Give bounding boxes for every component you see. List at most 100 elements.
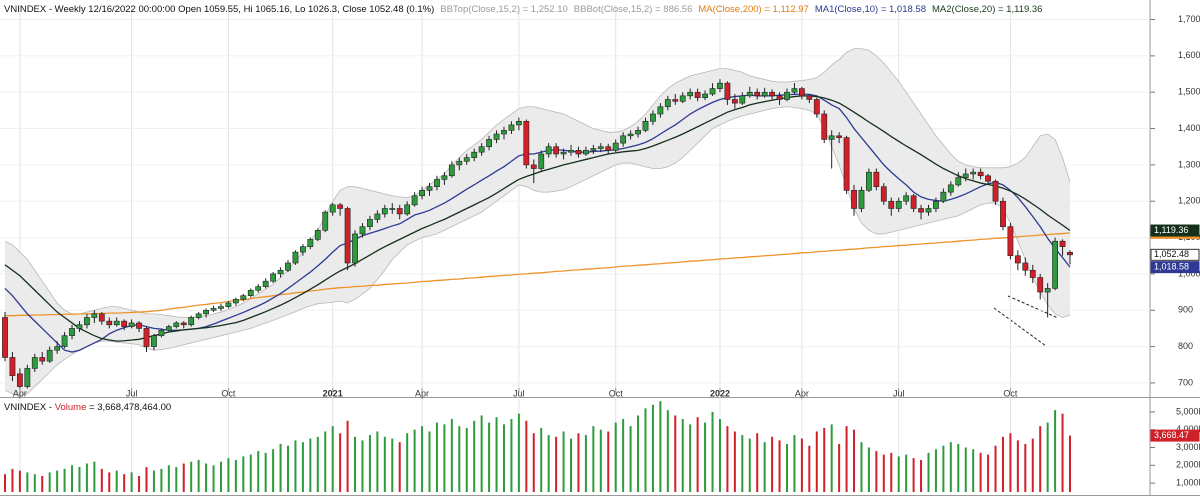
- volume-bar: [629, 426, 632, 492]
- candle-body: [9, 357, 16, 376]
- candle-body: [523, 120, 530, 166]
- volume-bar: [160, 468, 163, 492]
- volume-bar: [934, 449, 937, 492]
- volume-bar: [100, 468, 103, 492]
- volume-bar: [771, 436, 774, 492]
- volume-bar: [182, 463, 185, 492]
- candle-body: [903, 195, 910, 202]
- x-tick-label: Oct: [1003, 388, 1018, 398]
- candle-body: [880, 186, 887, 202]
- candle-body: [121, 320, 128, 327]
- candle-body: [344, 208, 351, 264]
- candle-body: [947, 184, 954, 193]
- candle-body: [307, 239, 314, 247]
- volume-bar: [510, 419, 513, 492]
- volume-bar: [339, 433, 342, 492]
- candle-body: [761, 91, 768, 97]
- candle-body: [828, 135, 835, 140]
- candle-body: [352, 233, 358, 264]
- volume-bar: [294, 440, 297, 492]
- volume-bar: [830, 424, 833, 492]
- x-tick-label: Jul: [126, 388, 138, 398]
- volume-bar: [912, 458, 915, 492]
- volume-bar: [577, 433, 580, 492]
- volume-bar: [845, 426, 848, 492]
- volume-bar: [651, 404, 654, 492]
- candle-body: [843, 137, 850, 191]
- candle-body: [731, 99, 738, 104]
- volume-bar: [227, 458, 230, 492]
- y-tick-label: 1,000M: [1176, 477, 1200, 487]
- volume-bar: [123, 474, 126, 492]
- volume-bar: [272, 449, 275, 492]
- x-tick-label: Jul: [893, 388, 905, 398]
- candle-body: [91, 313, 98, 318]
- candle-body: [106, 320, 113, 326]
- candle-body: [873, 171, 880, 187]
- volume-bar: [413, 429, 416, 492]
- candle-body: [940, 191, 947, 202]
- candle-body: [218, 306, 224, 309]
- candle-body: [851, 190, 857, 209]
- header-item: MA2(Close,20) = 1,119.36: [932, 4, 1042, 15]
- volume-bar: [11, 468, 14, 492]
- candle-body: [895, 200, 902, 209]
- candle-body: [173, 322, 180, 327]
- volume-bar: [1016, 440, 1019, 492]
- volume-bar: [987, 454, 990, 492]
- moving-average-line: [4, 95, 1071, 342]
- volume-value-tag: 3,668.47: [1154, 430, 1189, 440]
- candle-body: [687, 91, 694, 97]
- y-tick-label: 1,000: [1178, 268, 1200, 278]
- volume-bar: [18, 470, 21, 492]
- moving-average-line: [5, 232, 1071, 317]
- volume-bar: [1009, 433, 1012, 492]
- y-tick-label: 1,600: [1178, 50, 1200, 60]
- volume-value-tag-bg: [1150, 429, 1200, 442]
- volume-bar: [383, 436, 386, 492]
- candle-body: [679, 95, 686, 102]
- volume-bar: [584, 435, 587, 492]
- volume-bar: [666, 410, 669, 492]
- volume-bar: [33, 474, 36, 492]
- candle-body: [31, 357, 38, 369]
- line-value-tag-bg: [1150, 261, 1200, 274]
- candle-body: [300, 246, 306, 253]
- header-item: VNINDEX - Weekly 12/16/2022 00:00:00 Ope…: [4, 4, 434, 15]
- volume-bar: [979, 452, 982, 492]
- head-layer: VNINDEX - Weekly 12/16/2022 00:00:00 Ope…: [4, 4, 1042, 413]
- candle-body: [262, 280, 269, 287]
- candle-body: [180, 322, 187, 326]
- volume-bar: [465, 427, 468, 492]
- candle-body: [203, 309, 209, 315]
- candle-body: [359, 226, 366, 235]
- candle-body: [1067, 251, 1073, 256]
- candle-body: [970, 171, 977, 175]
- candle-body: [888, 200, 895, 209]
- volume-bar: [212, 465, 215, 492]
- candle-body: [113, 320, 120, 326]
- candle-body: [277, 269, 284, 275]
- candle-body: [501, 130, 507, 135]
- volume-bar: [130, 472, 133, 492]
- y-tick-label: 700: [1178, 377, 1193, 387]
- header-item: MA1(Close,10) = 1,018.58: [815, 4, 926, 15]
- y-tick-label: 3,000M: [1176, 442, 1200, 452]
- x-tick-label: Jul: [513, 388, 525, 398]
- candle-body: [955, 177, 962, 186]
- volume-bar: [480, 415, 483, 492]
- candle-body: [143, 328, 150, 347]
- close-value-tag-bg: [1150, 248, 1200, 261]
- trend-line: [993, 307, 1047, 347]
- volume-bar: [1039, 426, 1042, 492]
- volume-bar: [659, 401, 662, 492]
- candle-body: [605, 146, 612, 151]
- candle-body: [322, 211, 329, 231]
- candle-body: [590, 148, 597, 151]
- candle-body: [1007, 226, 1014, 257]
- volume-bar: [368, 435, 371, 492]
- volume-bar: [488, 422, 491, 492]
